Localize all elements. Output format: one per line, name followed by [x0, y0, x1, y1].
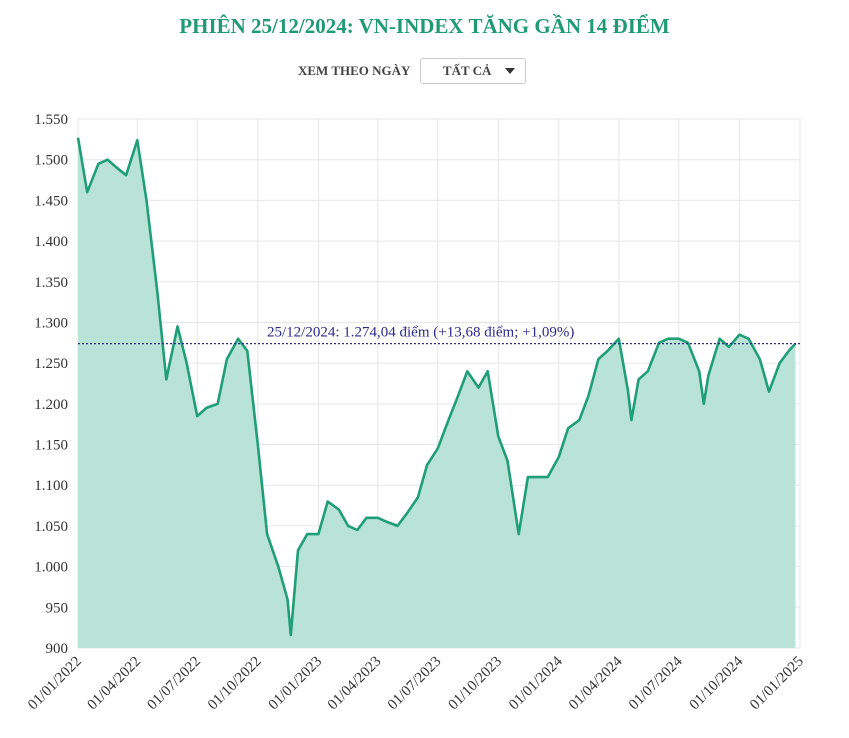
y-tick-label: 1.250 [34, 356, 68, 372]
range-select[interactable]: TẤT CẢ [420, 58, 527, 84]
y-tick-label: 1.000 [34, 560, 68, 576]
date-filter: XEM THEO NGÀY TẤT CẢ [298, 58, 527, 84]
y-tick-label: 1.500 [34, 153, 68, 169]
y-tick-label: 950 [46, 600, 69, 616]
y-tick-label: 1.350 [34, 275, 68, 291]
x-tick-label: 01/04/2024 [566, 653, 626, 713]
y-tick-label: 1.050 [34, 519, 68, 535]
y-tick-label: 1.450 [34, 193, 68, 209]
y-tick-label: 1.150 [34, 438, 68, 454]
y-tick-label: 900 [46, 641, 69, 657]
y-tick-label: 1.300 [34, 315, 68, 331]
y-tick-label: 1.400 [34, 234, 68, 250]
x-tick-label: 01/07/2022 [144, 654, 204, 714]
x-tick-label: 01/07/2024 [626, 653, 686, 713]
x-tick-label: 01/10/2023 [445, 654, 505, 714]
filter-label: XEM THEO NGÀY [298, 63, 411, 78]
series-line [76, 137, 797, 637]
range-select-value: TẤT CẢ [442, 63, 492, 78]
x-tick-label: 01/04/2023 [325, 654, 385, 714]
x-tick-label: 01/04/2022 [84, 654, 144, 714]
chevron-down-icon [505, 68, 516, 74]
y-tick-label: 1.100 [34, 478, 68, 494]
x-tick-label: 01/01/2023 [266, 654, 326, 714]
x-tick-label: 01/01/2025 [747, 654, 807, 714]
y-tick-label: 1.200 [34, 397, 68, 413]
chart-title: PHIÊN 25/12/2024: VN-INDEX TĂNG GẦN 14 Đ… [179, 14, 670, 38]
x-tick-label: 01/01/2024 [506, 653, 566, 713]
reference-label: 25/12/2024: 1.274,04 điểm (+13,68 điểm; … [267, 325, 574, 341]
x-tick-label: 01/01/2022 [25, 654, 85, 714]
x-tick-label: 01/07/2023 [385, 654, 445, 714]
x-tick-label: 01/10/2022 [205, 654, 265, 714]
series-area [78, 137, 796, 648]
x-tick-label: 01/10/2024 [687, 653, 747, 713]
y-tick-label: 1.550 [34, 112, 68, 128]
